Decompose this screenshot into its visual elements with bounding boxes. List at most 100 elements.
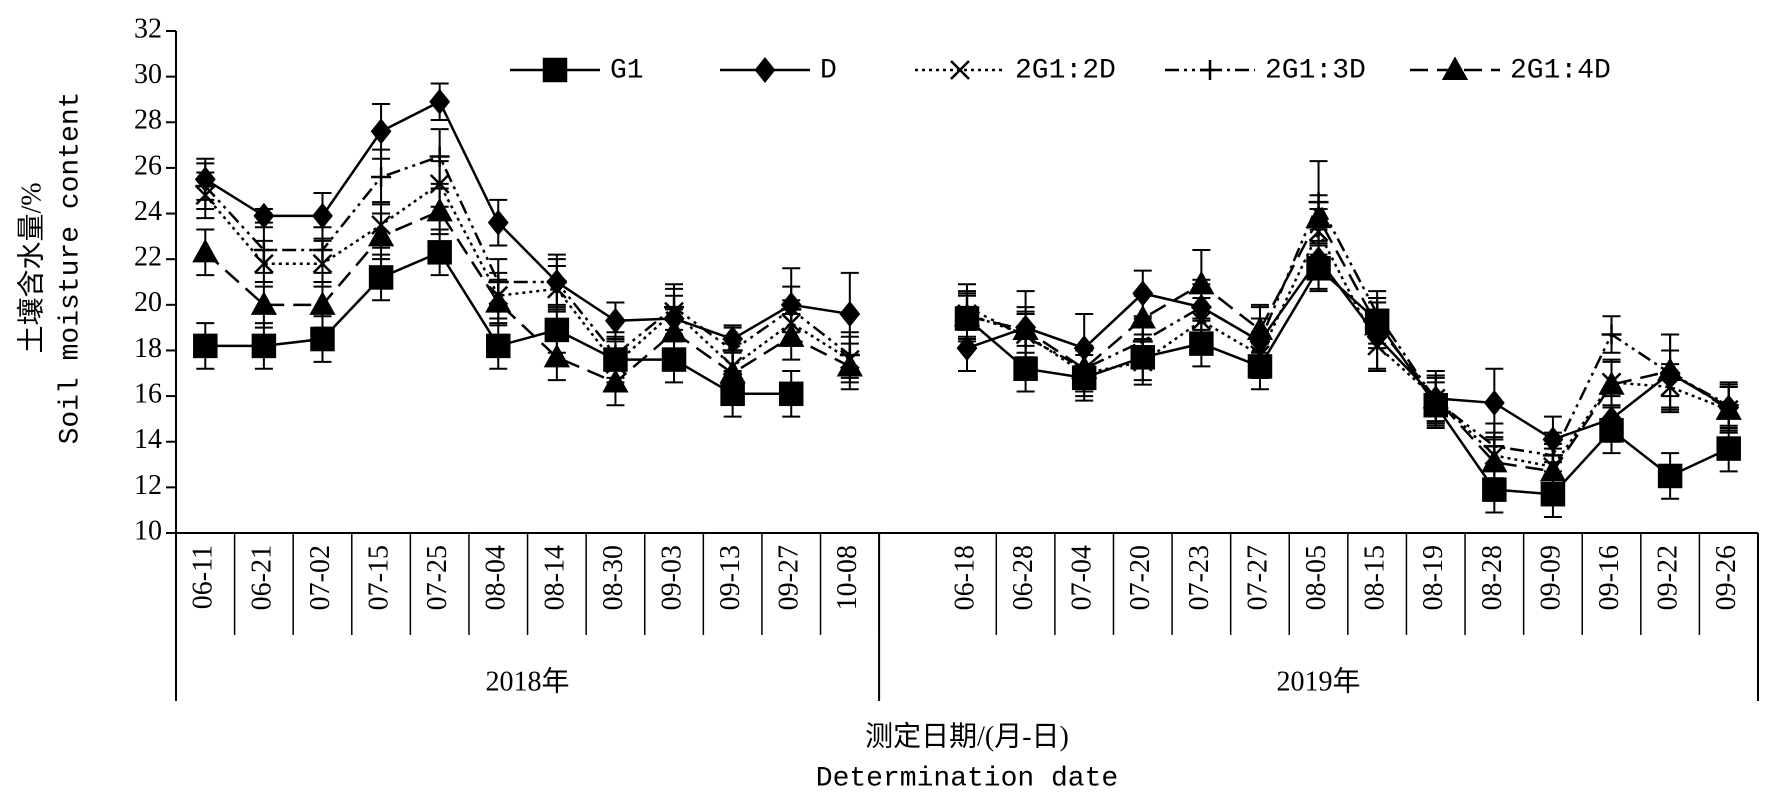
data-point — [193, 333, 218, 359]
x-tick-label: 09-27 — [774, 545, 805, 610]
data-point — [1246, 316, 1274, 340]
x-tick-label: 07-02 — [305, 545, 336, 610]
data-point — [1012, 316, 1039, 340]
data-point — [1481, 448, 1508, 473]
data-point — [546, 272, 567, 292]
data-point — [1656, 357, 1684, 382]
y-tick-label: 28 — [134, 105, 162, 136]
legend-label: D — [820, 55, 837, 86]
x-tick-label: 08-05 — [1301, 545, 1332, 610]
data-point — [1305, 204, 1332, 229]
y-tick-label: 18 — [134, 333, 162, 364]
legend-marker — [950, 60, 970, 80]
x-tick-label: 06-18 — [949, 545, 980, 610]
data-point — [368, 265, 394, 290]
legend-marker — [1441, 56, 1469, 81]
data-point — [370, 118, 392, 145]
data-point — [1483, 389, 1505, 416]
y-tick-label: 26 — [134, 150, 162, 181]
x-tick-label: 07-15 — [363, 545, 394, 610]
x-axis-title: Determination date — [816, 763, 1118, 794]
x-tick-label: 08-15 — [1360, 545, 1391, 610]
data-point — [602, 368, 629, 393]
data-point — [427, 240, 452, 265]
y-tick-label: 22 — [134, 242, 162, 273]
data-point — [1364, 311, 1391, 336]
data-point — [1188, 270, 1215, 295]
data-point — [429, 88, 451, 115]
data-point — [309, 291, 336, 315]
data-point — [1598, 371, 1625, 395]
data-point — [426, 197, 453, 222]
data-point — [1715, 396, 1742, 420]
data-point — [192, 238, 219, 263]
data-point — [312, 240, 333, 261]
legend-label: 2G1:4D — [1510, 55, 1611, 86]
x-tick-label: 09-09 — [1535, 545, 1566, 610]
x-tick-label: 08-04 — [481, 545, 512, 610]
legend-marker — [754, 56, 776, 84]
data-point — [778, 323, 805, 347]
legend-label: 2G1:3D — [1265, 55, 1366, 86]
data-point — [371, 167, 392, 188]
data-point — [485, 288, 512, 313]
y-tick-label: 16 — [134, 379, 162, 410]
data-point — [195, 176, 216, 197]
data-point — [1539, 457, 1567, 482]
series-line — [204, 182, 1730, 469]
x-tick-label: 10-08 — [832, 545, 863, 610]
y-tick-label: 24 — [134, 196, 162, 227]
legend-label: 2G1:2D — [1015, 55, 1116, 86]
x-tick-label: 09-16 — [1594, 545, 1625, 610]
group-label: 2019年 — [1277, 665, 1361, 697]
data-point — [719, 359, 746, 384]
x-tick-label: 06-28 — [1008, 545, 1039, 610]
x-tick-label: 07-23 — [1184, 545, 1215, 610]
y-tick-label: 12 — [134, 470, 162, 501]
x-tick-label: 09-13 — [715, 545, 746, 610]
data-point — [367, 222, 395, 247]
data-point — [1071, 355, 1098, 379]
y-tick-label: 10 — [134, 515, 162, 546]
data-point — [956, 335, 978, 362]
series-line — [204, 154, 1730, 457]
data-point — [486, 333, 511, 359]
data-point — [543, 343, 570, 368]
data-point — [660, 318, 688, 343]
data-point — [250, 291, 278, 315]
x-tick-label: 07-04 — [1067, 545, 1098, 610]
data-point — [1601, 324, 1622, 345]
x-tick-label: 08-28 — [1477, 545, 1508, 610]
data-point — [1422, 384, 1449, 409]
y-axis-title: 土壤含水量/% — [15, 182, 47, 353]
y-tick-label: 14 — [134, 424, 162, 455]
x-tick-label: 06-21 — [246, 545, 277, 610]
x-tick-label: 06-11 — [188, 545, 219, 609]
data-point — [778, 381, 804, 407]
data-point — [429, 146, 450, 167]
data-point — [1601, 405, 1622, 432]
y-tick-label: 32 — [134, 13, 162, 44]
legend-marker — [542, 57, 568, 83]
y-tick-label: 20 — [134, 287, 162, 318]
group-label: 2018年 — [486, 665, 570, 697]
data-point — [253, 240, 274, 261]
data-point — [1129, 304, 1156, 329]
x-tick-label: 09-22 — [1653, 545, 1684, 610]
series-line — [204, 209, 1730, 473]
data-point — [251, 333, 277, 359]
data-point — [839, 300, 861, 327]
legend-label: G1 — [610, 55, 644, 86]
x-tick-label: 07-25 — [422, 545, 453, 610]
data-point — [605, 307, 626, 334]
x-tick-label: 08-30 — [598, 545, 629, 610]
data-point — [310, 326, 335, 352]
x-axis-title: 测定日期/(月-日) — [865, 720, 1069, 752]
y-axis-title: Soil moisture content — [55, 92, 86, 445]
x-tick-label: 08-19 — [1418, 545, 1449, 610]
legend-marker — [1200, 60, 1220, 80]
x-tick-label: 09-26 — [1711, 545, 1742, 610]
data-point — [836, 352, 863, 377]
x-tick-label: 08-14 — [539, 545, 570, 610]
